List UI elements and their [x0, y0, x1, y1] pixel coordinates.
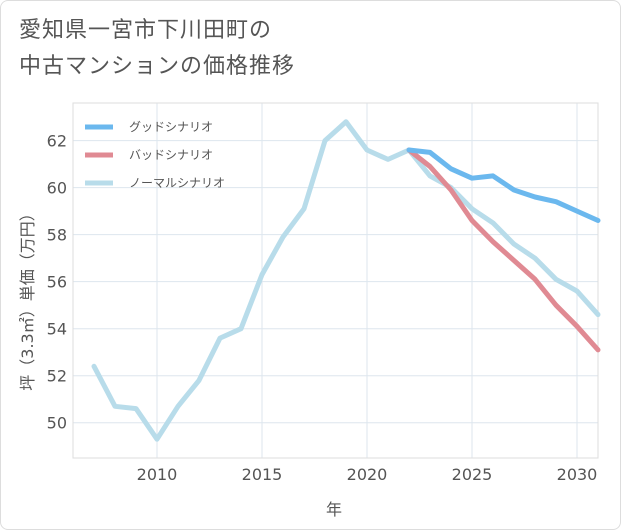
x-tick-label: 2010 — [137, 465, 178, 484]
x-axis-label: 年 — [326, 500, 342, 519]
legend-label-0: グッドシナリオ — [129, 120, 213, 134]
series-line-0 — [406, 147, 601, 223]
chart-title-line-2: 中古マンションの価格推移 — [19, 54, 296, 79]
legend-label-1: バッドシナリオ — [129, 148, 213, 162]
x-tick-label: 2015 — [242, 465, 283, 484]
y-tick-label: 56 — [47, 273, 67, 292]
y-tick-label: 60 — [47, 179, 67, 198]
y-tick-label: 52 — [47, 367, 67, 386]
legend-label-2: ノーマルシナリオ — [129, 176, 225, 190]
x-tick-label: 2020 — [347, 465, 388, 484]
y-axis-label: 坪（3.3㎡）単価（万円） — [18, 205, 37, 390]
series-line-1 — [406, 147, 601, 353]
y-axis-ticks: 50 52 54 56 58 60 62 — [47, 132, 67, 433]
y-tick-label: 62 — [47, 132, 67, 151]
x-tick-label: 2025 — [452, 465, 493, 484]
y-tick-label: 54 — [47, 320, 67, 339]
series-line-2 — [91, 119, 601, 442]
y-tick-label: 50 — [47, 414, 67, 433]
plot-area — [72, 102, 599, 459]
y-tick-label: 58 — [47, 226, 67, 245]
chart-title-line-1: 愛知県一宮市下川田町の — [19, 18, 273, 43]
x-tick-label: 2030 — [557, 465, 598, 484]
grid — [73, 103, 598, 458]
chart-title: 愛知県一宮市下川田町の 中古マンションの価格推移 — [19, 13, 295, 85]
x-axis-ticks: 2010 2015 2020 2025 2030 — [137, 465, 598, 484]
series-layer — [91, 119, 601, 442]
